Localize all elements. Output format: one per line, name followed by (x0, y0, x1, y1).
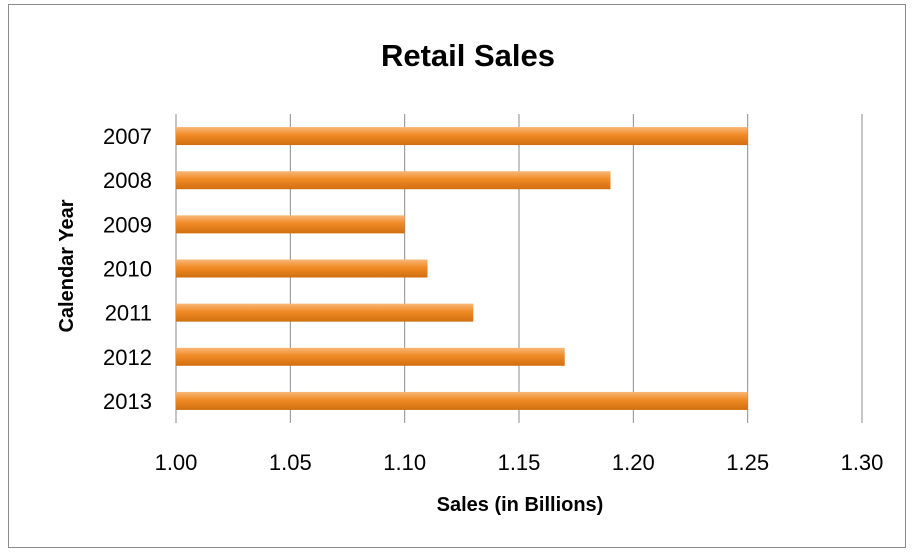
bar-2007 (176, 127, 748, 146)
y-tick-labels: 2007 2008 2009 2010 2011 2012 2013 (103, 124, 152, 414)
y-tick-label: 2007 (103, 124, 152, 149)
y-axis-title: Calendar Year (56, 199, 78, 332)
bars (176, 127, 748, 410)
chart-title: Retail Sales (381, 38, 555, 73)
chart-frame (8, 4, 906, 548)
x-axis-title: Sales (in Billions) (437, 494, 604, 516)
bar-2009 (176, 215, 405, 234)
x-tick-label: 1.00 (155, 450, 198, 475)
y-tick-label: 2013 (103, 389, 152, 414)
bar-2012 (176, 347, 565, 366)
y-tick-label: 2010 (103, 257, 152, 282)
bar-2011 (176, 303, 474, 322)
x-tick-label: 1.15 (498, 450, 541, 475)
gridlines (175, 114, 863, 423)
bar-2010 (176, 259, 428, 278)
x-tick-label: 1.10 (383, 450, 426, 475)
x-tick-label: 1.20 (612, 450, 655, 475)
x-tick-label: 1.25 (726, 450, 769, 475)
x-tick-labels: 1.00 1.05 1.10 1.15 1.20 1.25 1.30 (155, 450, 884, 475)
y-tick-label: 2011 (105, 301, 152, 326)
y-tick-label: 2009 (103, 212, 152, 237)
y-tick-label: 2008 (103, 168, 152, 193)
bar-2013 (176, 391, 748, 410)
bar-2008 (176, 171, 611, 190)
y-tick-label: 2012 (103, 345, 152, 370)
x-tick-label: 1.30 (841, 450, 884, 475)
x-tick-label: 1.05 (269, 450, 312, 475)
